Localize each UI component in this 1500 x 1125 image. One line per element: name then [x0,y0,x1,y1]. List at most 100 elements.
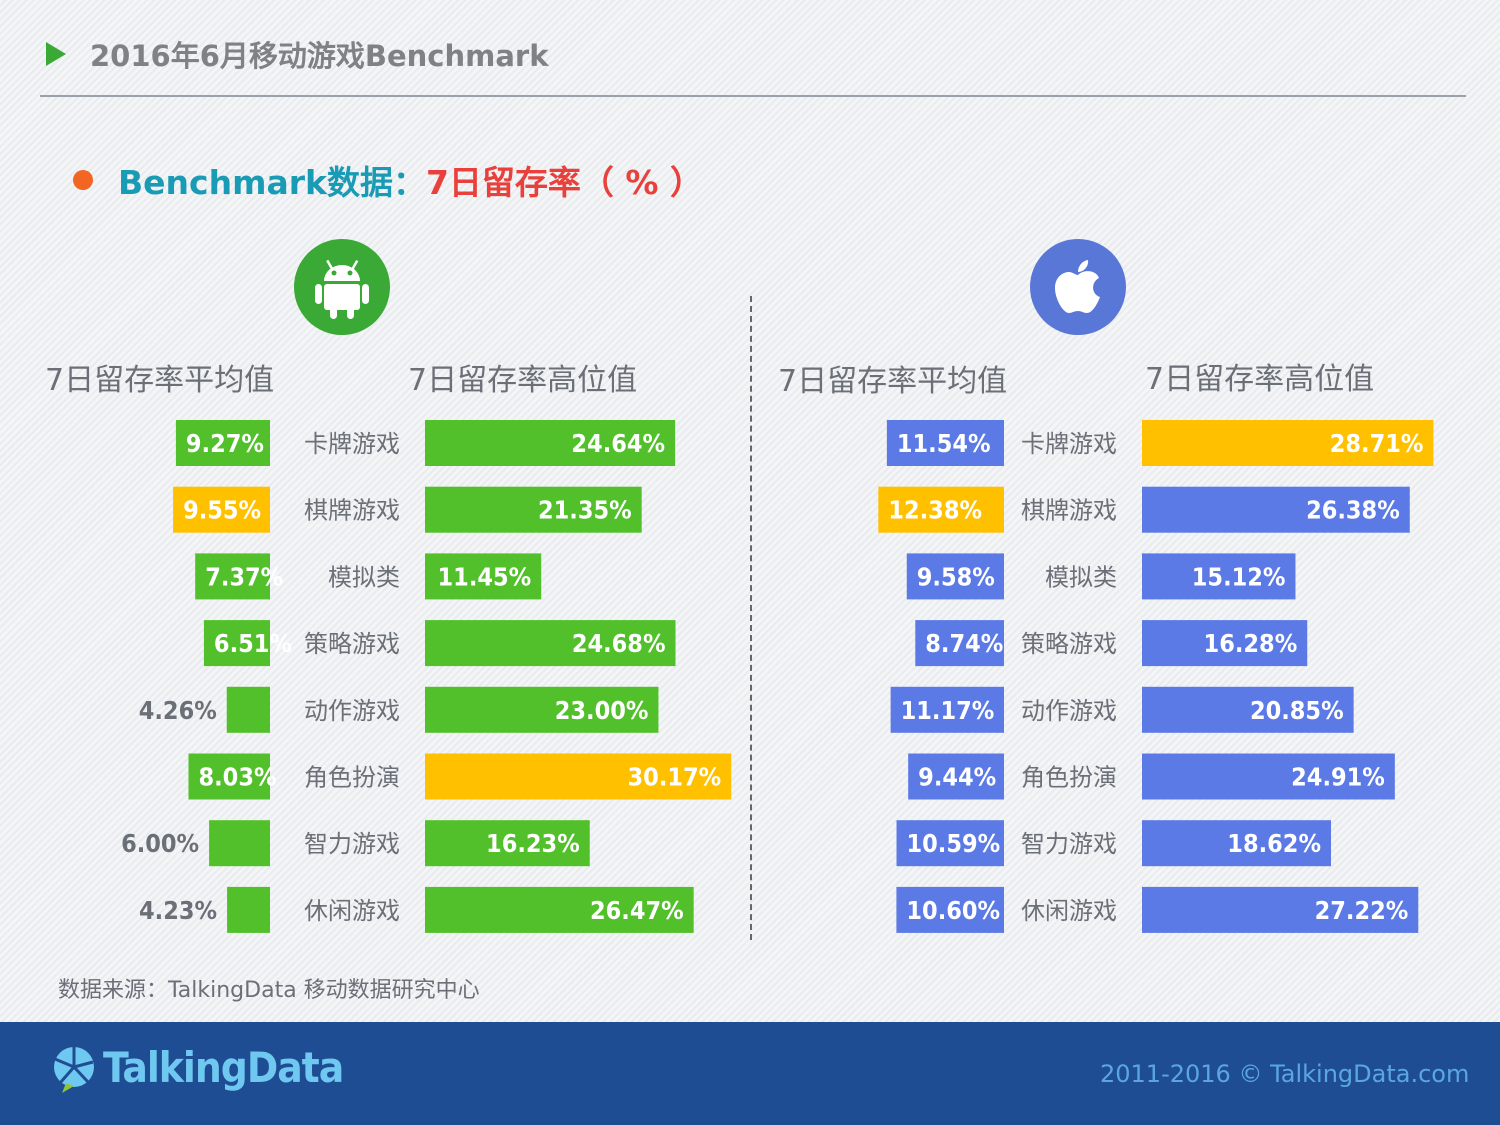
android-category-label: 休闲游戏 [304,897,400,925]
android-avg-bar [203,620,270,667]
android-avg-value-label: 6.51% [214,629,292,658]
android-avg-bar [226,686,270,733]
ios-high-bar [1142,886,1419,933]
ios-avg-value-label: 9.44% [918,763,996,792]
ios-high-bar [1142,686,1354,733]
android-category-label: 角色扮演 [304,764,400,792]
ios-high-value-label: 28.71% [1330,429,1424,458]
android-badge [294,239,390,335]
ios-high-bar [1142,753,1395,800]
ios-high-bar [1142,420,1434,466]
android-high-bar [425,620,676,667]
android-avg-bar [173,486,270,533]
android-avg-value-label: 6.00% [121,829,199,858]
ios-avg-value-label: 11.54% [897,429,991,458]
chart-subtitle: Benchmark数据：7日留存率（ % ） [118,156,703,204]
ios-high-value-label: 20.85% [1250,696,1344,725]
android-high-bar [425,820,590,867]
ios-avg-bar [896,886,1004,933]
ios-category-label: 休闲游戏 [1021,897,1117,925]
ios-category-label: 卡牌游戏 [1021,430,1117,458]
android-high-value-label: 21.35% [538,496,632,525]
android-avg-bar [227,886,270,933]
android-high-value-label: 16.23% [486,829,580,858]
ios-category-label: 角色扮演 [1021,764,1117,792]
ios-avg-value-label: 9.58% [917,562,995,591]
ios-high-header: 7日留存率高位值 [1145,362,1375,397]
ios-avg-value-label: 8.74% [925,629,1003,658]
ios-category-label: 智力游戏 [1021,830,1117,858]
android-avg-bar [209,820,270,867]
ios-high-value-label: 16.28% [1204,629,1298,658]
ios-avg-value-label: 10.59% [907,829,1001,858]
android-high-value-label: 24.64% [571,429,665,458]
android-high-value-label: 26.47% [590,896,684,925]
ios-avg-bar [896,820,1004,867]
android-high-bar [425,686,659,733]
android-category-label: 卡牌游戏 [304,430,400,458]
android-category-label: 模拟类 [328,563,400,591]
ios-avg-header: 7日留存率平均值 [778,364,1008,399]
android-high-bar [425,886,694,933]
page-title: 2016年6月移动游戏Benchmark [90,39,549,73]
platform-divider [750,296,752,940]
android-category-label: 动作游戏 [304,697,400,725]
android-avg-value-label: 4.23% [139,896,217,925]
footer-copyright: 2011-2016 © TalkingData.com [1100,1060,1470,1088]
ios-high-bar [1142,486,1410,533]
android-high-value-label: 30.17% [628,763,722,792]
android-high-bar [425,753,732,800]
ios-avg-bar [908,753,1004,800]
ios-category-label: 棋牌游戏 [1021,497,1117,525]
ios-avg-bar [915,620,1004,667]
ios-avg-value-label: 12.38% [888,496,982,525]
ios-high-bar [1142,820,1331,867]
android-avg-value-label: 9.55% [183,496,261,525]
ios-high-value-label: 24.91% [1291,763,1385,792]
ios-avg-bar [878,486,1004,533]
data-source-note: 数据来源：TalkingData 移动数据研究中心 [58,978,480,1003]
title-divider [40,95,1466,97]
footer-brand: TalkingData [103,1043,344,1092]
android-category-label: 策略游戏 [304,630,400,658]
android-high-bar [425,486,642,533]
android-avg-value-label: 9.27% [186,429,264,458]
android-high-value-label: 11.45% [438,562,532,591]
ios-high-value-label: 15.12% [1192,562,1286,591]
android-high-header: 7日留存率高位值 [408,363,638,398]
ios-high-value-label: 27.22% [1315,896,1409,925]
ios-high-bar [1142,620,1308,667]
ios-avg-bar [890,686,1004,733]
ios-high-bar [1142,553,1296,600]
subtitle-prefix: Benchmark数据： [118,163,426,202]
android-avg-bar [188,753,270,800]
android-high-value-label: 23.00% [555,696,649,725]
bullet-icon [73,170,93,190]
ios-avg-bar [886,420,1004,466]
android-high-bar [425,420,676,466]
android-category-label: 棋牌游戏 [304,497,400,525]
ios-category-label: 策略游戏 [1021,630,1117,658]
android-avg-value-label: 8.03% [198,763,276,792]
ios-badge [1030,239,1126,335]
android-avg-header: 7日留存率平均值 [45,363,275,398]
subtitle-metric: 7日留存率（ % ） [425,163,703,202]
android-avg-value-label: 4.26% [139,696,217,725]
footer-bar [0,1022,1500,1125]
ios-category-label: 动作游戏 [1021,697,1117,725]
android-icon [315,259,369,319]
android-high-bar [425,553,542,600]
title-marker-icon [46,42,66,66]
android-high-value-label: 24.68% [572,629,666,658]
ios-high-value-label: 26.38% [1306,496,1400,525]
ios-avg-value-label: 10.60% [906,896,1000,925]
android-category-label: 智力游戏 [304,830,400,858]
ios-avg-value-label: 11.17% [901,696,995,725]
ios-category-label: 模拟类 [1045,563,1117,591]
talkingdata-logo-icon [54,1047,94,1093]
android-avg-bar [195,553,270,600]
retention-bar-charts: 9.27% 卡牌游戏 24.64% 9.55% 棋牌游戏 21.35% 7.37% 模拟类 11… [121,420,1434,933]
android-avg-value-label: 7.37% [205,562,283,591]
apple-icon [1055,260,1100,313]
ios-avg-bar [906,553,1004,600]
